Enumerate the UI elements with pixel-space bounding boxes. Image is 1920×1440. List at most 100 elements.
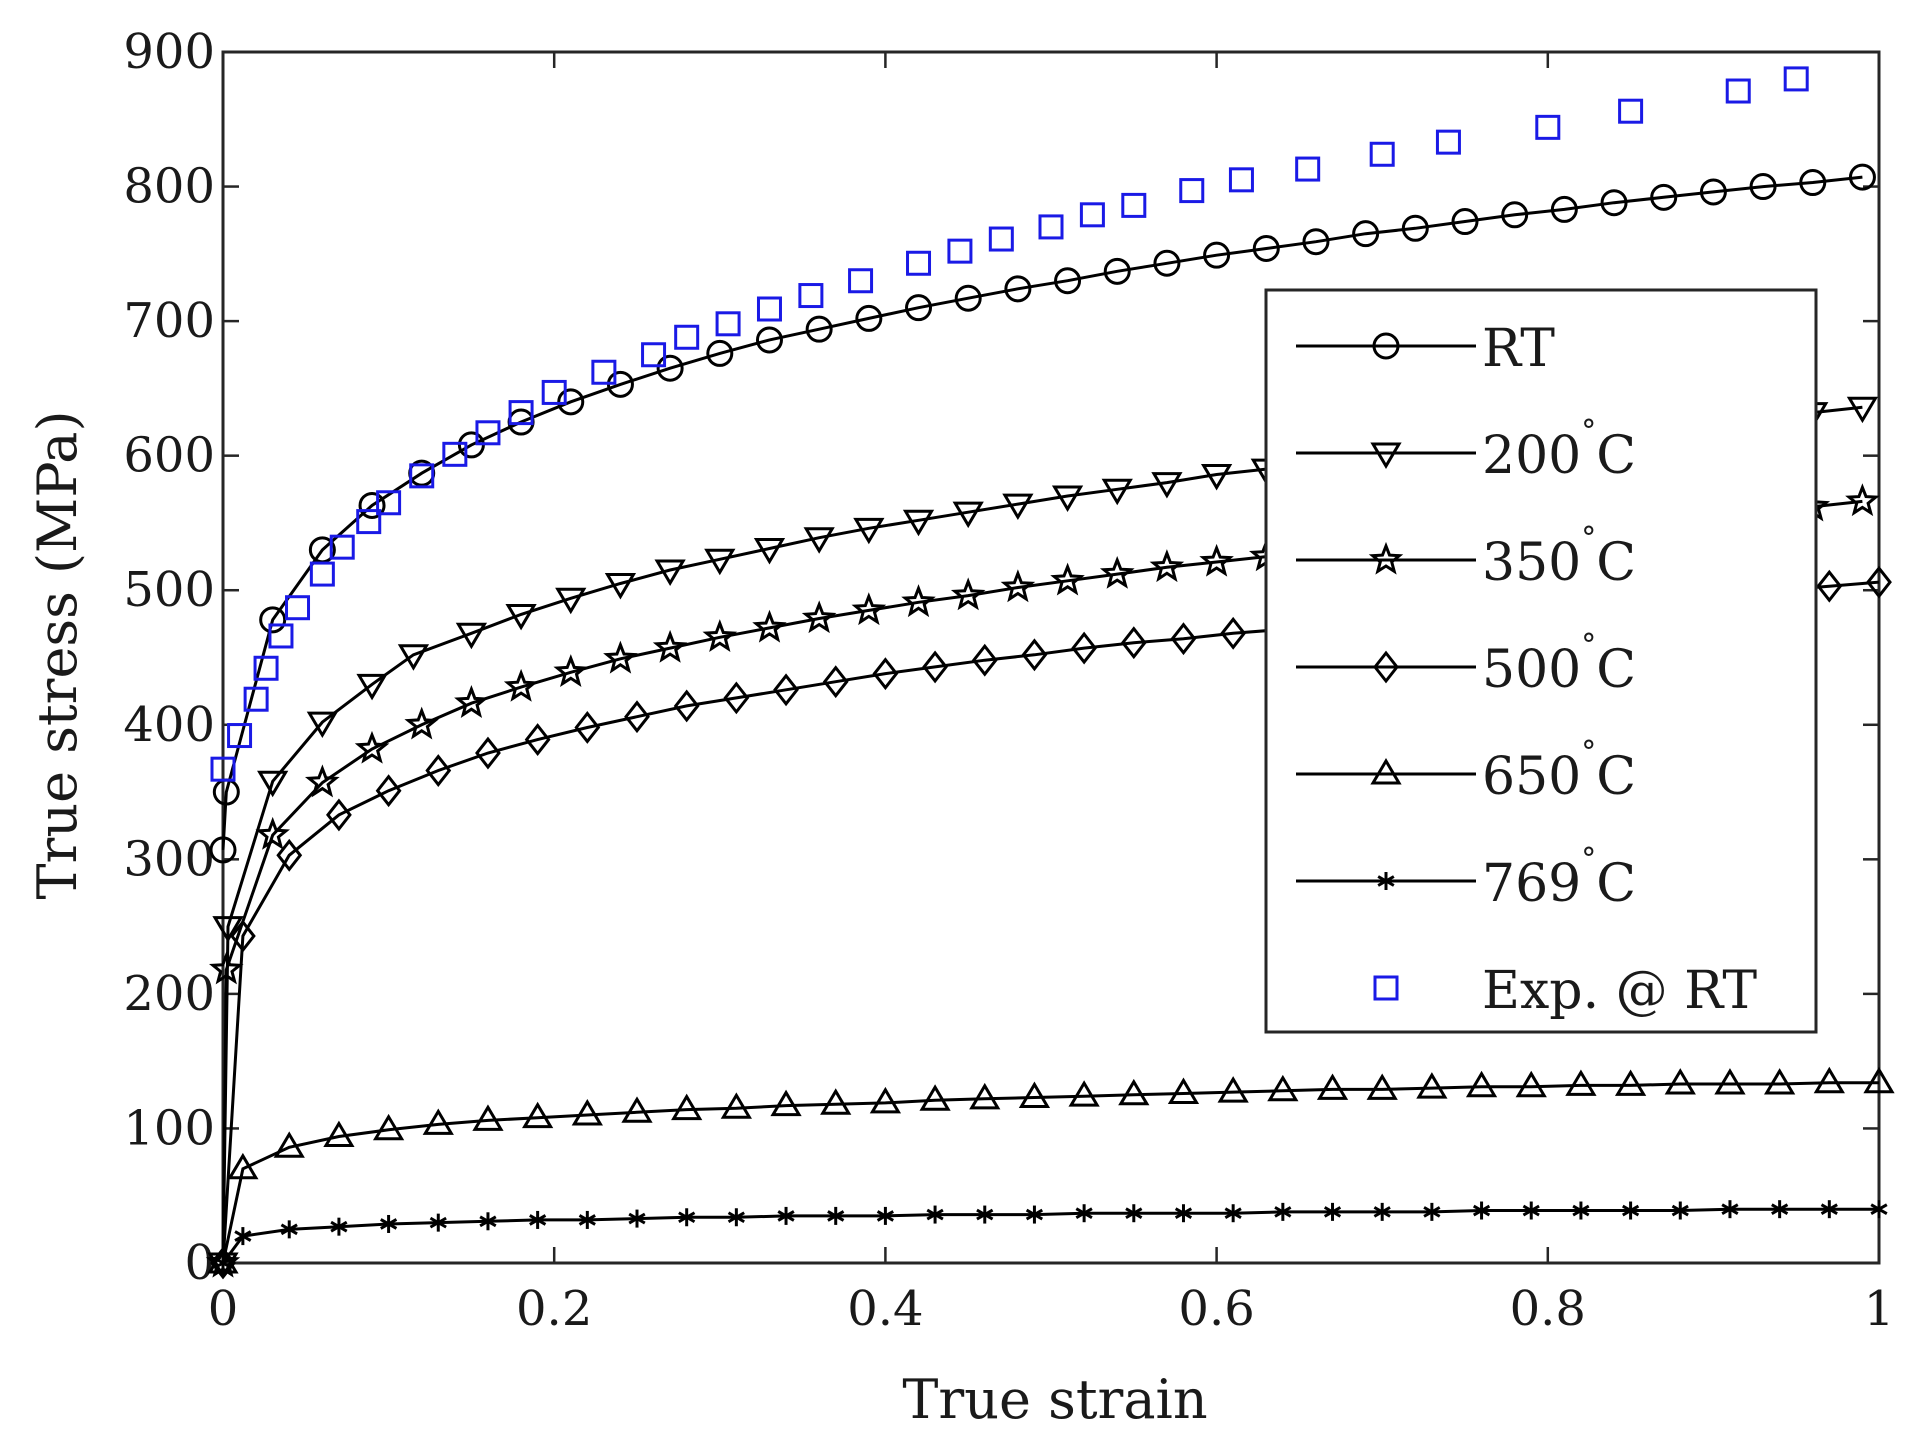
data-point bbox=[358, 491, 386, 519]
data-point bbox=[654, 559, 686, 586]
data-point bbox=[309, 561, 335, 587]
data-point bbox=[227, 1152, 259, 1180]
y-tick-label: 200 bbox=[123, 966, 215, 1022]
data-point bbox=[950, 577, 986, 611]
y-tick-label: 500 bbox=[123, 562, 215, 618]
data-point bbox=[901, 584, 936, 618]
data-point bbox=[827, 1206, 845, 1225]
x-tick-label: 0.2 bbox=[516, 1281, 592, 1337]
y-tick-label: 0 bbox=[184, 1235, 215, 1291]
data-point bbox=[255, 816, 290, 850]
data-point bbox=[1572, 1201, 1590, 1220]
data-point bbox=[756, 296, 782, 322]
legend-marker bbox=[1370, 758, 1402, 785]
plot-frame bbox=[221, 50, 1881, 1265]
data-point bbox=[372, 1113, 405, 1141]
data-point bbox=[1749, 173, 1777, 201]
data-point bbox=[919, 1084, 951, 1111]
data-point bbox=[1401, 214, 1429, 242]
data-point bbox=[503, 668, 539, 702]
y-tick-label: 400 bbox=[123, 697, 215, 753]
data-point bbox=[1600, 189, 1628, 217]
data-point bbox=[1025, 1205, 1044, 1224]
data-point bbox=[1820, 1200, 1838, 1219]
data-point bbox=[1866, 565, 1892, 599]
data-point bbox=[1151, 472, 1183, 499]
data-point bbox=[1079, 202, 1105, 228]
data-point bbox=[1103, 257, 1131, 285]
data-point bbox=[1316, 1073, 1349, 1100]
legend-entry: 500°C bbox=[1296, 628, 1636, 700]
legend-entry: RT bbox=[1296, 319, 1555, 379]
data-point bbox=[553, 654, 589, 687]
data-point bbox=[753, 538, 786, 565]
data-point bbox=[1252, 234, 1280, 262]
data-point bbox=[285, 595, 311, 621]
data-point bbox=[455, 622, 488, 650]
data-point bbox=[529, 1210, 547, 1229]
legend-entry: 350°C bbox=[1296, 521, 1636, 593]
data-point bbox=[1451, 208, 1479, 236]
data-point bbox=[253, 655, 279, 681]
x-tick-label: 0.8 bbox=[1510, 1281, 1586, 1337]
data-point bbox=[1522, 1201, 1540, 1220]
data-point bbox=[971, 643, 998, 677]
data-point bbox=[1352, 220, 1380, 248]
data-point bbox=[855, 304, 883, 332]
data-point bbox=[851, 592, 887, 626]
data-point bbox=[1614, 1069, 1647, 1096]
data-point bbox=[454, 684, 489, 719]
data-point bbox=[603, 640, 638, 674]
legend-label: 200°C bbox=[1482, 414, 1636, 486]
data-point bbox=[801, 600, 837, 634]
data-point bbox=[876, 1206, 894, 1225]
data-point bbox=[304, 764, 340, 798]
data-point bbox=[777, 1206, 795, 1225]
data-point bbox=[1051, 485, 1084, 512]
data-point bbox=[1054, 267, 1082, 295]
data-point bbox=[922, 650, 948, 684]
data-point bbox=[1101, 478, 1133, 506]
legend-label: 769°C bbox=[1482, 842, 1636, 914]
data-point bbox=[508, 400, 534, 426]
data-point bbox=[906, 250, 932, 276]
data-point bbox=[1783, 66, 1809, 92]
data-point bbox=[1725, 78, 1751, 104]
data-point bbox=[306, 711, 338, 739]
x-axis-label: True strain bbox=[902, 1368, 1207, 1431]
data-point bbox=[268, 623, 294, 649]
data-point bbox=[1071, 631, 1098, 665]
data-point bbox=[354, 730, 390, 764]
data-point bbox=[1515, 1070, 1547, 1098]
plot-area bbox=[205, 66, 1895, 1280]
data-point bbox=[770, 1089, 802, 1117]
data-point bbox=[674, 324, 700, 350]
data-point bbox=[628, 1209, 646, 1228]
data-point bbox=[1622, 1201, 1640, 1220]
data-point bbox=[472, 1104, 504, 1131]
data-point bbox=[1179, 178, 1205, 204]
legend-entry: 200°C bbox=[1296, 414, 1636, 486]
data-point bbox=[621, 1096, 653, 1123]
data-point bbox=[1870, 1200, 1888, 1219]
legend-entry: Exp. @ RT bbox=[1373, 961, 1757, 1021]
data-point bbox=[1846, 396, 1879, 424]
data-point bbox=[820, 1088, 852, 1115]
data-point bbox=[1472, 1201, 1491, 1220]
data-point bbox=[952, 501, 984, 529]
y-tick-label: 300 bbox=[123, 831, 215, 887]
data-point bbox=[720, 1092, 752, 1119]
data-point bbox=[505, 603, 537, 631]
data-point bbox=[1373, 1202, 1391, 1221]
data-point bbox=[869, 1086, 902, 1114]
data-point bbox=[752, 609, 787, 643]
y-axis-label: True stress (MPa) bbox=[26, 410, 89, 899]
data-point bbox=[375, 774, 402, 808]
data-point bbox=[805, 315, 833, 343]
data-point bbox=[1170, 622, 1197, 656]
legend-box bbox=[1264, 288, 1818, 1034]
data-point bbox=[1813, 1066, 1845, 1094]
data-point bbox=[591, 359, 617, 385]
data-point bbox=[624, 700, 650, 734]
